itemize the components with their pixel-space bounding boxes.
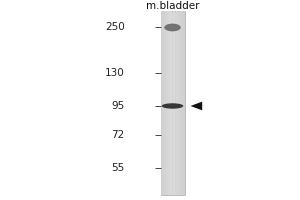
Bar [170,11,171,195]
Text: 95: 95 [111,101,124,111]
Bar [176,11,177,195]
Bar [183,11,184,195]
Text: m.bladder: m.bladder [146,1,199,11]
Bar [161,11,162,195]
Bar [171,11,172,195]
Text: 250: 250 [105,22,124,32]
Bar [168,11,169,195]
Bar [160,11,184,195]
Bar [181,11,182,195]
Ellipse shape [164,24,181,31]
Bar [173,11,174,195]
Bar [178,11,179,195]
Bar [180,11,181,195]
Bar [163,11,164,195]
Bar [174,11,175,195]
Bar [179,11,180,195]
Text: 130: 130 [105,68,124,78]
Bar [169,11,170,195]
Bar [177,11,178,195]
Bar [165,11,166,195]
Bar [160,11,161,195]
Text: 72: 72 [111,130,124,140]
Text: 55: 55 [111,163,124,173]
Bar [162,11,163,195]
Bar [167,11,168,195]
Polygon shape [190,102,202,110]
Bar [172,11,173,195]
Bar [182,11,183,195]
Ellipse shape [162,103,183,109]
Bar [164,11,165,195]
